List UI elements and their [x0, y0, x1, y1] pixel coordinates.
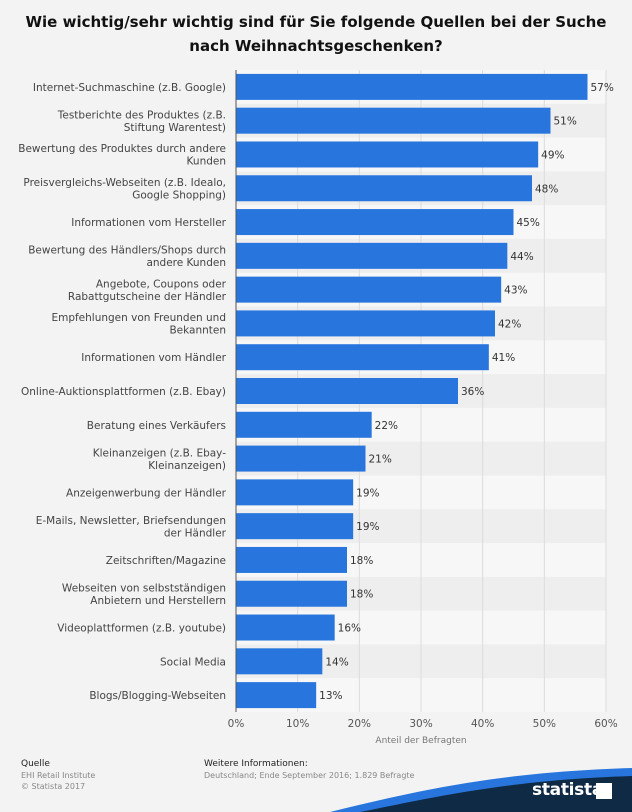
source-heading: Quelle — [21, 759, 50, 769]
bar — [236, 276, 502, 303]
bar — [236, 175, 532, 202]
value-label: 44% — [510, 251, 533, 263]
category-label: Empfehlungen von Freunden und Bekannten — [51, 312, 226, 337]
info-block: Weitere Informationen: Deutschland; Ende… — [204, 759, 414, 781]
category-label: Preisvergleichs-Webseiten (z.B. Idealo, G… — [23, 177, 226, 202]
value-label: 41% — [492, 352, 515, 364]
bar — [236, 479, 354, 506]
value-label: 18% — [350, 589, 373, 601]
chart-title-line-1: Wie wichtig/sehr wichtig sind für Sie fo… — [25, 13, 607, 31]
x-tick-label: 30% — [409, 718, 432, 730]
category-label: Beratung eines Verkäufers — [87, 420, 226, 432]
category-label: Blogs/Blogging-Webseiten — [89, 690, 226, 702]
value-label: 45% — [517, 217, 540, 229]
chart-title-line-2: nach Weihnachtsgeschenken? — [189, 37, 443, 55]
x-tick-label: 60% — [594, 718, 617, 730]
bar — [236, 411, 372, 438]
copyright: © Statista 2017 — [21, 782, 86, 791]
category-label: Social Media — [160, 656, 226, 668]
value-label: 14% — [325, 656, 348, 668]
source-block: Quelle EHI Retail Institute © Statista 2… — [21, 759, 95, 792]
category-label: Bewertung des Händlers/Shops durch andere… — [28, 245, 226, 270]
value-label: 43% — [504, 285, 527, 297]
bar — [236, 648, 323, 675]
category-label: Zeitschriften/Magazine — [106, 555, 226, 567]
value-label: 48% — [535, 183, 558, 195]
bar — [236, 580, 347, 607]
bar — [236, 107, 551, 134]
bar — [236, 445, 366, 472]
x-axis-label: Anteil der Befragten — [375, 736, 466, 746]
category-label: Informationen vom Händler — [81, 352, 226, 364]
value-label: 22% — [375, 420, 398, 432]
bar — [236, 344, 489, 371]
bar — [236, 209, 514, 236]
x-tick-label: 10% — [286, 718, 309, 730]
category-label: Testberichte des Produktes (z.B. Stiftung… — [57, 109, 226, 133]
chart-title: Wie wichtig/sehr wichtig sind für Sie fo… — [20, 10, 612, 58]
category-label: Angebote, Coupons oder Rabattgutscheine d… — [68, 278, 227, 303]
info-text: Deutschland; Ende September 2016; 1.829 … — [204, 771, 415, 780]
statista-logo-icon — [596, 783, 612, 799]
bar — [236, 73, 588, 100]
statista-logo[interactable]: statista — [532, 780, 603, 800]
bar — [236, 310, 495, 337]
category-label: Webseiten von selbstständigen Anbietern u… — [62, 582, 226, 607]
bar — [236, 546, 347, 573]
category-label: Informationen vom Hersteller — [71, 217, 226, 229]
category-label: E-Mails, Newsletter, Briefsendungen der H… — [36, 515, 227, 540]
category-label: Online-Auktionsplattformen (z.B. Ebay) — [21, 386, 226, 398]
category-label: Internet-Suchmaschine (z.B. Google) — [33, 82, 226, 94]
bar — [236, 614, 335, 641]
x-tick-label: 20% — [348, 718, 371, 730]
category-label: Bewertung des Produktes durch andere Kund… — [18, 143, 226, 168]
bar — [236, 513, 354, 540]
value-label: 19% — [356, 487, 379, 499]
value-label: 18% — [350, 555, 373, 567]
category-label: Anzeigenwerbung der Händler — [66, 487, 227, 499]
value-label: 51% — [554, 116, 577, 128]
bar — [236, 378, 458, 404]
x-tick-label: 40% — [471, 718, 494, 730]
value-label: 16% — [338, 623, 361, 635]
bar — [236, 682, 317, 709]
value-label: 19% — [356, 521, 379, 533]
info-heading: Weitere Informationen: — [204, 759, 308, 769]
bar — [236, 141, 539, 168]
source-name[interactable]: EHI Retail Institute — [21, 771, 96, 780]
x-tick-label: 0% — [228, 718, 245, 730]
value-label: 13% — [319, 690, 342, 702]
x-tick-label: 50% — [533, 718, 556, 730]
value-label: 42% — [498, 318, 521, 330]
category-label: Videoplattformen (z.B. youtube) — [57, 623, 226, 635]
value-label: 49% — [541, 149, 564, 161]
category-label: Kleinanzeigen (z.B. Ebay-Kleinanzeigen) — [93, 447, 227, 472]
value-label: 57% — [591, 82, 614, 94]
bar — [236, 242, 508, 269]
value-label: 21% — [369, 454, 392, 466]
value-label: 36% — [461, 386, 484, 398]
